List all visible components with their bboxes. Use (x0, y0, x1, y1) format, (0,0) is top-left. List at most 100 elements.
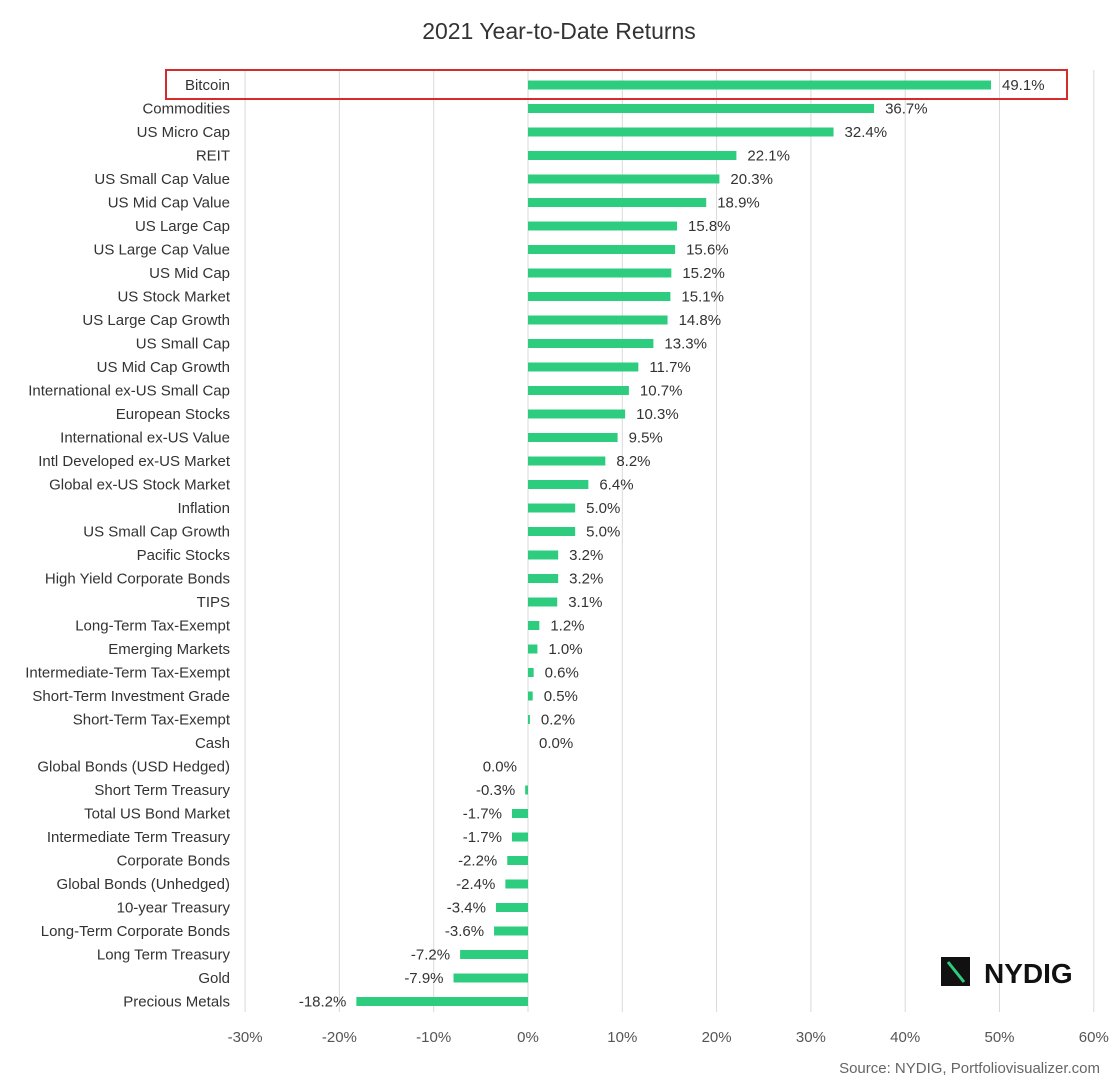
value-label: 1.2% (550, 618, 584, 635)
category-label: Corporate Bonds (117, 853, 230, 870)
bar (528, 433, 618, 442)
value-label: 15.1% (681, 289, 724, 306)
value-label: -2.2% (458, 853, 497, 870)
value-label: 3.2% (569, 571, 603, 588)
bar (528, 668, 534, 677)
category-label: US Mid Cap Growth (97, 359, 230, 376)
bar (528, 691, 533, 701)
x-tick-label: 40% (890, 1029, 920, 1046)
value-label: 0.5% (544, 688, 578, 705)
bar (528, 597, 558, 607)
category-label: US Small Cap Growth (83, 524, 230, 541)
category-label: US Mid Cap Value (108, 195, 230, 212)
value-label: -7.9% (404, 970, 443, 987)
category-label: International ex-US Value (60, 430, 230, 447)
bar (453, 973, 528, 983)
x-tick-label: 50% (984, 1029, 1014, 1046)
value-label: -2.4% (456, 876, 495, 893)
value-label: 22.1% (747, 148, 790, 165)
category-label: Inflation (177, 500, 230, 517)
value-label: 36.7% (885, 101, 928, 118)
value-label: 10.3% (636, 406, 679, 423)
category-label: Precious Metals (123, 994, 230, 1011)
value-label: -3.6% (445, 923, 484, 940)
value-label: 13.3% (664, 336, 707, 353)
category-label: Short-Term Investment Grade (32, 688, 230, 705)
value-label: 18.9% (717, 195, 760, 212)
category-label: US Large Cap Growth (82, 312, 230, 329)
value-label: -1.7% (463, 806, 502, 823)
bar (460, 950, 528, 959)
x-tick-label: 30% (796, 1029, 826, 1046)
category-label: US Large Cap Value (94, 242, 230, 259)
bar (528, 151, 737, 160)
category-label: Total US Bond Market (84, 806, 231, 823)
value-label: 1.0% (548, 641, 582, 658)
category-label: US Large Cap (135, 218, 230, 235)
value-label: 32.4% (845, 124, 888, 141)
bar (528, 503, 576, 513)
category-label: 10-year Treasury (117, 900, 231, 917)
bar (525, 785, 528, 795)
value-label: 49.1% (1002, 77, 1045, 94)
bar (505, 879, 528, 889)
bar (528, 480, 589, 489)
value-label: 8.2% (616, 453, 650, 470)
bar (511, 809, 528, 818)
bar (507, 856, 528, 865)
category-label: US Mid Cap (149, 265, 230, 282)
bar (528, 198, 707, 207)
value-label: -18.2% (299, 994, 347, 1011)
value-label: -0.3% (476, 782, 515, 799)
category-label: Long-Term Tax-Exempt (75, 618, 231, 635)
bar (528, 80, 992, 90)
category-label: Long-Term Corporate Bonds (41, 923, 230, 940)
category-label: Intermediate-Term Tax-Exempt (25, 665, 231, 682)
category-label: Intermediate Term Treasury (47, 829, 231, 846)
value-label: 9.5% (629, 430, 663, 447)
bar (528, 386, 629, 395)
x-tick-label: 60% (1079, 1029, 1109, 1046)
logo-mark-slash-icon (946, 961, 966, 983)
bar (528, 550, 559, 560)
value-label: 11.7% (649, 359, 690, 376)
bar (528, 292, 671, 301)
category-labels-layer: Bitcoin Commodities US Micro Cap REIT US Sma… (25, 77, 231, 1011)
category-label: TIPS (197, 594, 230, 611)
category-label: Cash (195, 735, 230, 752)
category-label: US Small Cap (136, 336, 230, 353)
bar (528, 221, 677, 231)
value-label: 5.0% (586, 500, 620, 517)
value-label: 15.8% (688, 218, 731, 235)
x-tick-label: -30% (228, 1029, 263, 1046)
grid-layer (244, 70, 1095, 1012)
value-label: -7.2% (411, 947, 450, 964)
value-label: 20.3% (730, 171, 773, 188)
value-label: 0.2% (541, 712, 575, 729)
bar (528, 315, 668, 325)
bar (528, 245, 676, 254)
category-label: Long Term Treasury (97, 947, 231, 964)
logo-text: NYDIG (984, 958, 1073, 989)
category-label: Pacific Stocks (137, 547, 230, 564)
source-text: Source: NYDIG, Portfoliovisualizer.com (839, 1060, 1100, 1077)
bar (528, 409, 626, 419)
value-label: 0.0% (483, 759, 517, 776)
value-labels-layer: 49.1% 36.7% 32.4% 22.1% 20.3% 18.9% 15.8% 15.6%… (299, 77, 1045, 1011)
bar (528, 715, 530, 724)
category-label: International ex-US Small Cap (28, 383, 230, 400)
bar (495, 903, 528, 912)
bar (528, 104, 875, 113)
highlight-box (165, 69, 1068, 100)
value-label: 10.7% (640, 383, 683, 400)
value-label: 0.0% (539, 735, 573, 752)
bar (528, 621, 540, 630)
category-label: Short-Term Tax-Exempt (73, 712, 231, 729)
category-label: Commodities (142, 101, 230, 118)
category-label: Short Term Treasury (94, 782, 230, 799)
value-label: -1.7% (463, 829, 502, 846)
category-label: Intl Developed ex-US Market (38, 453, 231, 470)
category-label: US Stock Market (117, 289, 230, 306)
value-label: 15.2% (682, 265, 725, 282)
